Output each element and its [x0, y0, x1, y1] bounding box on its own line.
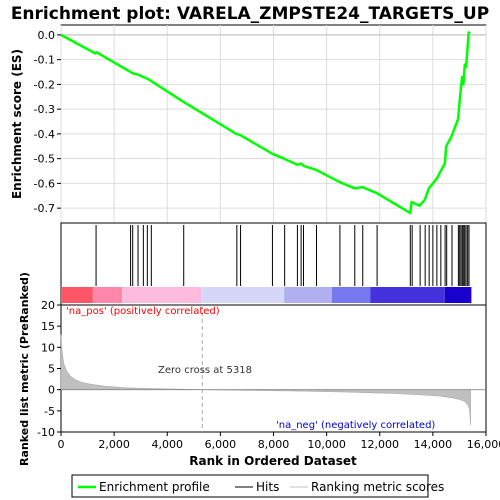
chart-title: Enrichment plot: VARELA_ZMPSTE24_TARGETS…	[11, 4, 489, 24]
es-y-tick-label: -0.3	[34, 103, 55, 116]
metric-y-ticks: 20 15 10 5 0 -5 -10	[37, 299, 61, 439]
x-tick-label: 16,000	[467, 438, 500, 451]
metric-panel-frame	[60, 304, 487, 433]
es-y-tick-label: -0.1	[34, 54, 55, 67]
x-tick-label: 0	[58, 438, 65, 451]
x-tick-label: 6,000	[205, 438, 237, 451]
es-y-tick-label: -0.6	[34, 177, 55, 190]
rank-color-bar	[61, 287, 472, 303]
x-axis-ticks: 0 2,000 4,000 6,000 8,000 10,000 12,000 14,000 1…	[58, 432, 500, 451]
color-bar-segment	[284, 287, 332, 303]
legend-hits-label: Hits	[256, 480, 279, 494]
es-y-tick-label: -0.4	[34, 128, 55, 141]
legend-enrichment-label: Enrichment profile	[99, 480, 210, 494]
metric-y-tick-label: -5	[44, 405, 55, 418]
metric-y-tick-label: 15	[41, 320, 55, 333]
x-tick-label: 14,000	[414, 438, 453, 451]
es-y-tick-label: -0.5	[34, 153, 55, 166]
color-bar-segment	[92, 287, 123, 303]
color-bar-segment	[444, 287, 472, 303]
es-y-axis-label: Enrichment score (ES)	[10, 49, 24, 199]
color-bar-segment	[201, 287, 285, 303]
legend-metric-label: Ranking metric scores	[311, 480, 444, 494]
metric-y-tick-label: -10	[37, 426, 55, 439]
es-curve	[60, 31, 486, 215]
x-tick-label: 12,000	[361, 438, 400, 451]
metric-area	[60, 305, 486, 432]
metric-y-axis-label: Ranked list metric (PreRanked)	[18, 272, 31, 466]
color-bar-segment	[122, 287, 202, 303]
metric-y-tick-label: 10	[41, 341, 55, 354]
es-y-tick-label: -0.7	[34, 202, 55, 215]
x-tick-label: 10,000	[307, 438, 346, 451]
color-bar-segment	[370, 287, 445, 303]
x-tick-label: 4,000	[152, 438, 184, 451]
negative-correlation-label: 'na_neg' (negatively correlated)	[276, 420, 435, 431]
color-bar-segment	[61, 287, 93, 303]
metric-y-tick-label: 20	[41, 299, 55, 312]
x-axis-label: Rank in Ordered Dataset	[189, 454, 357, 468]
x-tick-label: 8,000	[258, 438, 290, 451]
x-tick-label: 2,000	[98, 438, 130, 451]
hits-lines	[95, 225, 470, 286]
legend-box	[71, 474, 429, 498]
zero-cross-label: Zero cross at 5318	[158, 365, 252, 376]
positive-correlation-label: 'na_pos' (positively correlated)	[66, 306, 220, 317]
color-bar-segment	[331, 287, 371, 303]
es-line	[60, 31, 471, 215]
metric-y-tick-label: 0	[48, 384, 55, 397]
es-y-ticks: 0.0 -0.1 -0.2 -0.3 -0.4 -0.5 -0.6 -0.7	[34, 29, 61, 215]
es-y-tick-label: 0.0	[38, 29, 56, 42]
es-y-tick-label: -0.2	[34, 78, 55, 91]
metric-y-tick-label: 5	[48, 363, 55, 376]
